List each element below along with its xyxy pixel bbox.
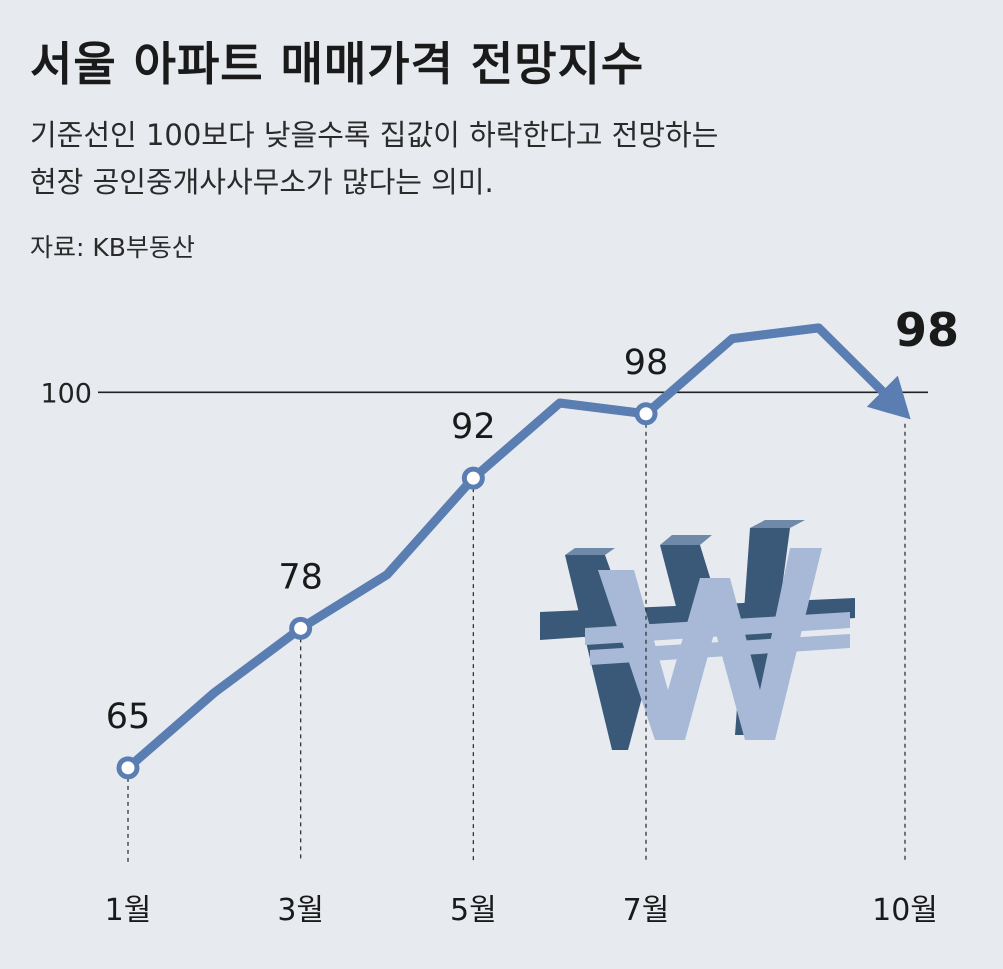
data-label: 65 xyxy=(106,697,151,737)
data-label: 78 xyxy=(278,557,323,597)
subtitle-line-1: 기준선인 100보다 낮을수록 집값이 하락한다고 전망하는 xyxy=(30,118,719,152)
data-label: 92 xyxy=(451,407,496,447)
won-sign-top xyxy=(565,520,805,555)
data-label: 98 xyxy=(895,303,959,357)
data-point xyxy=(461,466,485,490)
data-point xyxy=(634,402,658,426)
x-tick-label: 5월 xyxy=(450,893,497,928)
won-sign-face xyxy=(585,548,850,740)
reference-label: 100 xyxy=(40,378,92,409)
subtitle-line-2: 현장 공인중개사사무소가 많다는 의미. xyxy=(30,165,494,199)
won-sign-3d-icon xyxy=(540,520,855,750)
data-label: 98 xyxy=(624,343,669,383)
source-note: 자료: KB부동산 xyxy=(30,233,195,262)
data-point xyxy=(116,756,140,780)
chart-title: 서울 아파트 매매가격 전망지수 xyxy=(30,37,645,91)
trend-arrowhead xyxy=(866,375,911,420)
data-point xyxy=(289,616,313,640)
x-tick-label: 1월 xyxy=(105,893,152,928)
chart-subtitle: 기준선인 100보다 낮을수록 집값이 하락한다고 전망하는 현장 공인중개사사… xyxy=(30,112,990,206)
x-tick-label: 7월 xyxy=(623,893,670,928)
series-line xyxy=(123,323,887,773)
x-tick-label: 3월 xyxy=(277,893,324,928)
x-tick-label: 10월 xyxy=(872,893,938,928)
